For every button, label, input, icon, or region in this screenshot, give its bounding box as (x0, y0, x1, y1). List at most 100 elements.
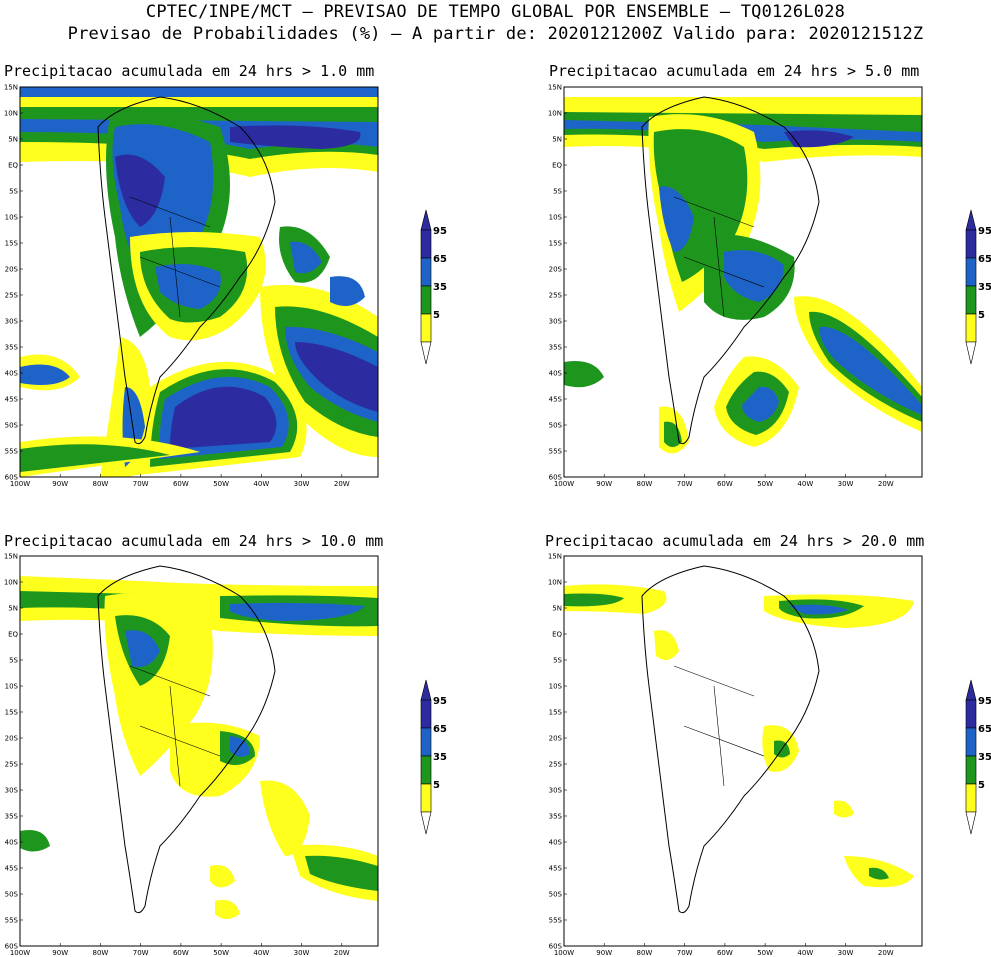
legend-label: 5 (978, 780, 985, 791)
lat-tick-label: 50S (5, 891, 19, 899)
lat-tick-label: 45S (549, 865, 563, 873)
lat-tick-label: 10N (4, 579, 18, 587)
lat-tick-label: 10S (549, 683, 563, 691)
lat-tick-label: 10N (548, 579, 562, 587)
legend-label: 65 (978, 254, 991, 265)
lon-tick-label: 70W (677, 949, 693, 957)
lat-tick-label: 10N (4, 110, 18, 118)
legend-bottom-arrow (420, 341, 432, 365)
lon-tick-label: 60W (173, 480, 189, 488)
panel-4-title: Precipitacao acumulada em 24 hrs > 20.0 … (545, 532, 925, 550)
legend-swatch (420, 257, 432, 287)
map-panel-3 (19, 555, 379, 947)
lat-tick-label: 25S (549, 292, 563, 300)
lat-tick-label: 60S (5, 474, 19, 482)
legend-swatch (420, 313, 432, 343)
lon-tick-label: 50W (213, 949, 229, 957)
lat-tick-label: 5S (553, 657, 562, 665)
lon-tick-label: 80W (637, 949, 653, 957)
lat-tick-label: 15N (4, 84, 18, 92)
lon-tick-label: 80W (93, 480, 109, 488)
lon-tick-label: 70W (677, 480, 693, 488)
lon-tick-label: 100W (10, 949, 30, 957)
legend-label: 35 (978, 282, 991, 293)
lat-tick-label: 30S (549, 318, 563, 326)
lat-tick-label: EQ (8, 631, 18, 639)
lon-tick-label: 20W (878, 480, 894, 488)
legend-label: 95 (978, 696, 991, 707)
lat-tick-label: 45S (5, 865, 19, 873)
panel-3-title: Precipitacao acumulada em 24 hrs > 10.0 … (4, 532, 384, 550)
lat-tick-label: 45S (5, 396, 19, 404)
lon-tick-label: 40W (253, 480, 269, 488)
lon-tick-label: 20W (878, 949, 894, 957)
legend-label: 35 (433, 282, 447, 293)
legend-swatch (420, 229, 432, 259)
legend-colorbar: 95 65 35 5 (965, 209, 991, 365)
lat-tick-label: 20S (549, 735, 563, 743)
panel-2-title: Precipitacao acumulada em 24 hrs > 5.0 m… (549, 62, 920, 80)
legend-swatch (965, 257, 977, 287)
lat-tick-label: 45S (549, 396, 563, 404)
lon-tick-label: 50W (213, 480, 229, 488)
lat-tick-label: 25S (549, 761, 563, 769)
lat-tick-label: 35S (5, 344, 19, 352)
legend-swatch (965, 783, 977, 813)
lat-tick-label: 5N (552, 605, 562, 613)
legend-swatch (965, 699, 977, 729)
lat-tick-label: 60S (549, 474, 563, 482)
legend-label: 5 (978, 310, 985, 321)
legend-label: 5 (433, 310, 440, 321)
lat-tick-label: 20S (5, 266, 19, 274)
legend-swatch (965, 285, 977, 315)
lat-tick-label: 5N (552, 136, 562, 144)
lon-tick-label: 70W (133, 949, 149, 957)
legend-top-arrow (965, 209, 977, 231)
lon-tick-label: 60W (717, 480, 733, 488)
legend-bottom-arrow (420, 811, 432, 835)
lat-tick-label: 10S (549, 214, 563, 222)
lon-tick-label: 90W (596, 949, 612, 957)
legend-label: 95 (433, 696, 447, 707)
lon-tick-label: 90W (52, 949, 68, 957)
lat-tick-label: 25S (5, 292, 19, 300)
lat-tick-label: 60S (5, 943, 19, 951)
lon-tick-label: 90W (52, 480, 68, 488)
legend-label: 65 (978, 724, 991, 735)
panel-1-title: Precipitacao acumulada em 24 hrs > 1.0 m… (4, 62, 375, 80)
lat-tick-label: 40S (549, 370, 563, 378)
lat-tick-label: 60S (549, 943, 563, 951)
lat-tick-label: 15N (548, 553, 562, 561)
lon-tick-label: 70W (133, 480, 149, 488)
lat-tick-label: 10S (5, 214, 19, 222)
legend-bottom-arrow (965, 811, 977, 835)
legend-swatch (965, 229, 977, 259)
lat-tick-label: 55S (549, 917, 563, 925)
lat-tick-label: 5N (8, 605, 18, 613)
map-panel-4 (563, 555, 923, 947)
lat-tick-label: 20S (5, 735, 19, 743)
legend-colorbar: 95 65 35 5 (420, 209, 447, 365)
lat-tick-label: 55S (5, 917, 19, 925)
legend-swatch (420, 727, 432, 757)
legend-swatch (965, 727, 977, 757)
lat-tick-label: 50S (5, 422, 19, 430)
figure-subtitle: Previsao de Probabilidades (%) – A parti… (67, 24, 924, 44)
lon-tick-label: 30W (294, 480, 310, 488)
axis-labels: 15N 10N 5N EQ 5S 10S 15S 20S 25S 30S 35S 40S 45S 50S 5… (4, 84, 894, 957)
legend-swatch (420, 755, 432, 785)
lat-tick-label: 55S (549, 448, 563, 456)
legend-swatch (965, 313, 977, 343)
lon-tick-label: 30W (294, 949, 310, 957)
lon-tick-label: 60W (173, 949, 189, 957)
lat-tick-label: 15S (549, 240, 563, 248)
legend-swatch (965, 755, 977, 785)
lat-tick-label: EQ (552, 631, 562, 639)
lat-tick-label: 35S (549, 813, 563, 821)
legend-label: 35 (978, 752, 991, 763)
lat-tick-label: 50S (549, 891, 563, 899)
legend-top-arrow (420, 209, 432, 231)
color-legends: 95 65 35 5 95 65 35 5 95 65 35 5 95 65 35 5 (420, 209, 991, 835)
lon-tick-label: 100W (554, 480, 574, 488)
